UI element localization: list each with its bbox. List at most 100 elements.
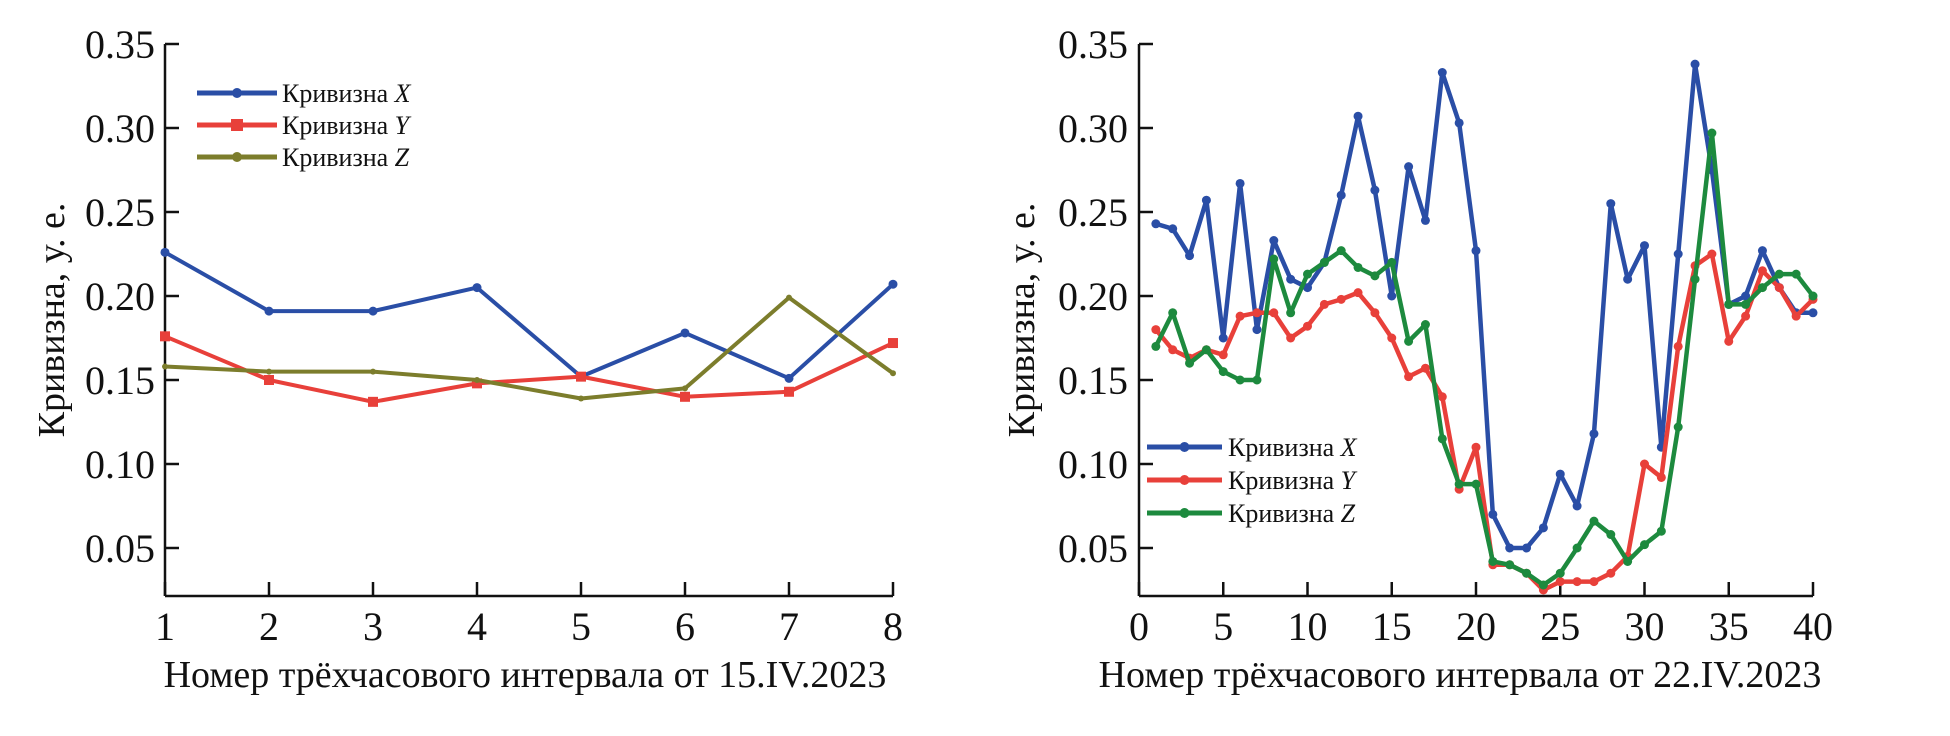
data-point bbox=[1269, 254, 1279, 264]
data-point bbox=[1656, 472, 1666, 482]
data-point bbox=[474, 377, 480, 383]
x-axis-label: Номер трёхчасового интервала от 15.IV.20… bbox=[164, 654, 887, 696]
x-tick-label: 2 bbox=[259, 604, 279, 649]
data-point bbox=[368, 396, 378, 407]
y-tick-label: 0.10 bbox=[1058, 442, 1128, 487]
data-point bbox=[1673, 341, 1683, 351]
data-point bbox=[1640, 540, 1649, 550]
data-point bbox=[1286, 333, 1296, 343]
data-point bbox=[1353, 262, 1363, 272]
data-point bbox=[160, 331, 170, 342]
data-point bbox=[1774, 269, 1784, 279]
x-tick-label: 8 bbox=[883, 604, 903, 649]
y-tick-label: 0.20 bbox=[1058, 274, 1128, 319]
data-point bbox=[1303, 321, 1312, 331]
data-point bbox=[888, 279, 898, 289]
data-point bbox=[1235, 375, 1245, 385]
data-point bbox=[1437, 68, 1447, 78]
data-point bbox=[1774, 283, 1784, 293]
data-point bbox=[1286, 308, 1296, 318]
data-point bbox=[1387, 333, 1397, 343]
x-tick-label: 10 bbox=[1288, 604, 1328, 649]
y-axis-label: Кривизна, у. е. bbox=[31, 203, 73, 438]
series-line-y bbox=[164, 334, 894, 404]
data-point bbox=[1370, 308, 1380, 318]
series-line-z bbox=[1153, 130, 1815, 588]
y-tick-label: 0.15 bbox=[1058, 358, 1128, 403]
data-point bbox=[1370, 271, 1380, 281]
data-point bbox=[1707, 249, 1717, 259]
data-point bbox=[1757, 246, 1767, 256]
data-point bbox=[1471, 442, 1481, 452]
series-line-x bbox=[1155, 61, 1813, 551]
legend-label-letter: Z bbox=[1341, 499, 1356, 528]
data-point bbox=[1151, 325, 1161, 335]
legend-label-letter: X bbox=[394, 79, 412, 108]
legend-marker bbox=[1179, 508, 1190, 518]
data-point bbox=[1623, 274, 1633, 284]
data-point bbox=[1336, 294, 1346, 304]
data-point bbox=[1572, 501, 1582, 511]
y-tick-label: 0.35 bbox=[85, 22, 155, 67]
data-point bbox=[680, 391, 690, 402]
data-point bbox=[1690, 59, 1700, 69]
data-point bbox=[1387, 291, 1397, 301]
data-point bbox=[1741, 291, 1751, 301]
legend-label-prefix: Кривизна bbox=[1228, 466, 1341, 495]
data-point bbox=[1235, 178, 1245, 188]
data-point bbox=[1572, 577, 1582, 587]
data-point bbox=[1673, 249, 1683, 259]
data-point bbox=[1185, 251, 1195, 261]
y-axis-label: Кривизна, у. е. bbox=[1001, 203, 1043, 438]
data-point bbox=[890, 370, 896, 377]
data-point bbox=[1168, 224, 1178, 234]
data-point bbox=[162, 363, 168, 370]
x-tick-label: 20 bbox=[1456, 604, 1496, 649]
legend-label-letter: Y bbox=[1341, 466, 1358, 495]
data-point bbox=[1589, 429, 1599, 439]
data-point bbox=[1538, 580, 1548, 590]
data-point bbox=[1555, 577, 1565, 587]
legend-label-prefix: Кривизна bbox=[1228, 499, 1341, 528]
legend-marker bbox=[1179, 475, 1190, 485]
legend-entry: Кривизна X bbox=[1228, 433, 1358, 462]
data-point bbox=[1269, 308, 1279, 318]
data-point bbox=[1353, 288, 1363, 298]
data-point bbox=[1370, 185, 1380, 195]
legend-label-letter: Y bbox=[395, 111, 412, 140]
data-point bbox=[370, 368, 376, 375]
data-point bbox=[1606, 530, 1616, 540]
data-point bbox=[1404, 372, 1414, 382]
data-point bbox=[1420, 320, 1430, 330]
x-tick-label: 35 bbox=[1709, 604, 1749, 649]
data-point bbox=[1724, 299, 1734, 309]
data-point bbox=[160, 247, 170, 257]
data-point bbox=[368, 306, 378, 316]
data-point bbox=[1690, 274, 1700, 284]
legend-entry: Кривизна Z bbox=[1228, 499, 1356, 528]
y-tick-label: 0.10 bbox=[85, 442, 155, 487]
data-point bbox=[1741, 299, 1751, 309]
data-point bbox=[1201, 195, 1211, 205]
x-tick-label: 7 bbox=[779, 604, 799, 649]
data-point bbox=[1252, 375, 1262, 385]
x-axis-label: Номер трёхчасового интервала от 22.IV.20… bbox=[1099, 654, 1822, 696]
data-point bbox=[1757, 283, 1767, 293]
data-point bbox=[1791, 311, 1801, 321]
data-point bbox=[472, 283, 482, 293]
data-point bbox=[1218, 350, 1228, 360]
data-point bbox=[1640, 241, 1649, 251]
x-tick-label: 5 bbox=[571, 604, 591, 649]
y-tick-label: 0.20 bbox=[85, 274, 155, 319]
data-point bbox=[1319, 299, 1329, 309]
data-point bbox=[1336, 190, 1346, 200]
data-point bbox=[682, 385, 688, 392]
data-point bbox=[888, 338, 898, 349]
data-point bbox=[1235, 311, 1245, 321]
y-tick-label: 0.25 bbox=[85, 190, 155, 235]
x-tick-label: 25 bbox=[1540, 604, 1580, 649]
data-point bbox=[680, 328, 690, 338]
data-point bbox=[1656, 526, 1666, 536]
data-point bbox=[1555, 469, 1565, 479]
